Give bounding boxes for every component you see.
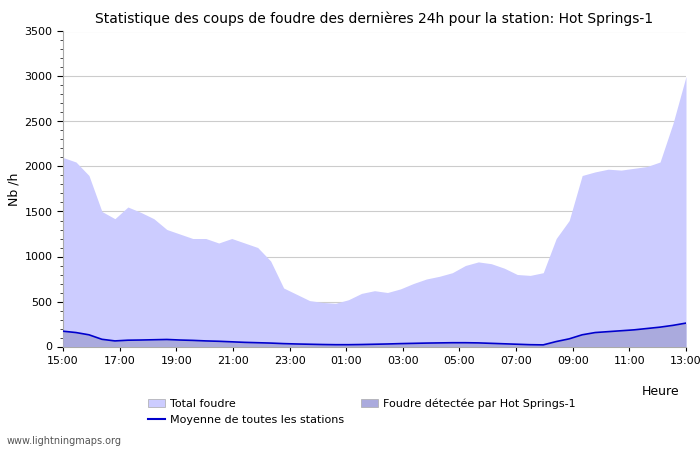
Y-axis label: Nb /h: Nb /h <box>7 172 20 206</box>
Title: Statistique des coups de foudre des dernières 24h pour la station: Hot Springs-1: Statistique des coups de foudre des dern… <box>95 12 654 26</box>
Legend: Total foudre, Moyenne de toutes les stations, Foudre détectée par Hot Springs-1: Total foudre, Moyenne de toutes les stat… <box>144 394 580 429</box>
Text: Heure: Heure <box>641 385 679 398</box>
Text: www.lightningmaps.org: www.lightningmaps.org <box>7 436 122 446</box>
